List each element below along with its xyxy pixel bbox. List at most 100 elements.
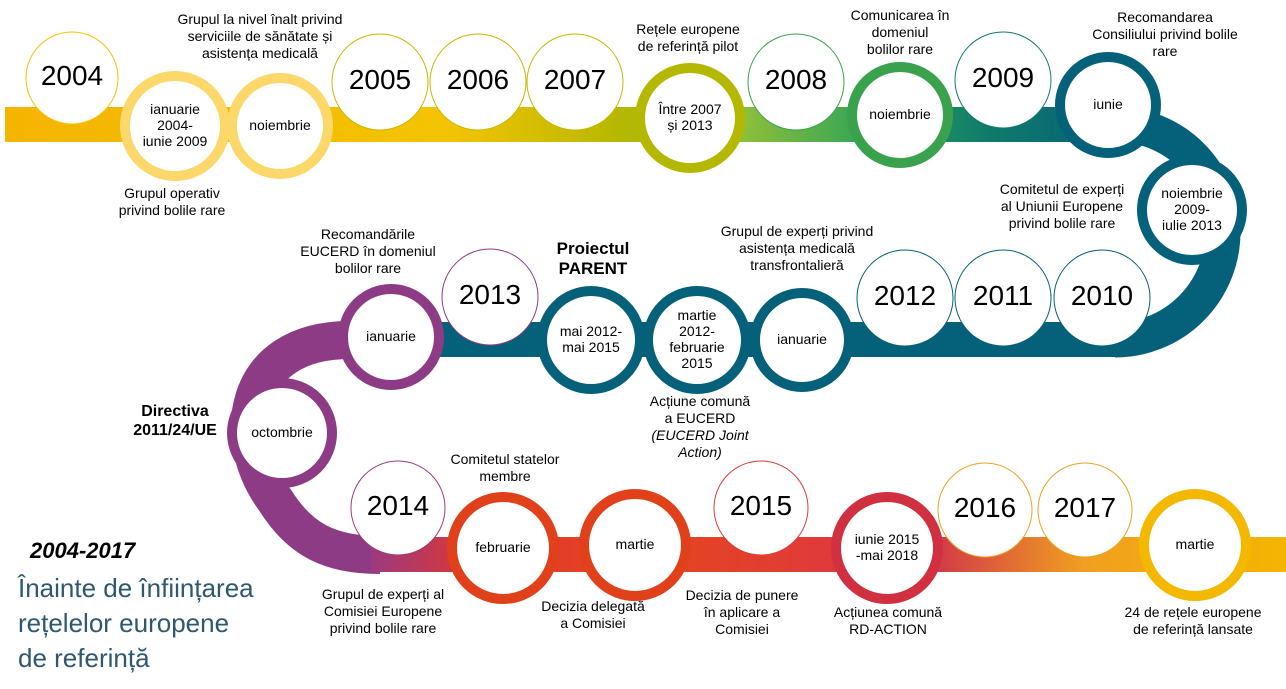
node-label-line: ianuarie bbox=[150, 101, 200, 117]
node-label-line: 2007 bbox=[544, 64, 606, 95]
caption-line: Directiva bbox=[141, 403, 209, 420]
timeline-node: 2011 bbox=[954, 249, 1052, 347]
caption: Rețele europene de referință pilot bbox=[636, 21, 740, 54]
caption-line: Comunicarea în bbox=[851, 7, 950, 23]
caption-line: privind bolile rare bbox=[330, 620, 437, 636]
timeline-node: iunie 2015 -mai 2018 bbox=[831, 492, 943, 604]
node-circle bbox=[954, 31, 1052, 129]
timeline-node: 2006 bbox=[429, 33, 527, 131]
node-label: februarie bbox=[475, 539, 530, 555]
node-label-line: mai 2015 bbox=[562, 339, 620, 355]
node-label: martie bbox=[1176, 536, 1215, 552]
node-circle bbox=[338, 284, 444, 390]
title-line: rețelelor europene bbox=[18, 608, 229, 638]
timeline-node: 2013 bbox=[441, 248, 539, 346]
node-label-line: 2015 bbox=[681, 355, 712, 371]
timeline-node: iunie bbox=[1055, 52, 1161, 158]
caption-line: rare bbox=[1153, 43, 1178, 59]
node-circle bbox=[643, 286, 751, 394]
node-label-line: 2006 bbox=[447, 64, 509, 95]
node-label-line: ianuarie bbox=[366, 328, 416, 344]
node-label-line: 2004 bbox=[41, 60, 103, 91]
caption-line: Recomandarea bbox=[1117, 9, 1213, 25]
node-label-line: 2004- bbox=[157, 117, 193, 133]
node-label-line: 2012 bbox=[874, 280, 936, 311]
node-label: ianuarie bbox=[366, 328, 416, 344]
node-label: 2005 bbox=[349, 64, 411, 95]
caption: Proiectul PARENT bbox=[557, 239, 630, 278]
node-label: mai 2012-mai 2015 bbox=[560, 323, 623, 355]
node-label-line: 2016 bbox=[954, 492, 1016, 523]
caption: Acțiunea comună RD-ACTION bbox=[834, 604, 942, 637]
caption-line: RD-ACTION bbox=[849, 621, 927, 637]
caption: 24 de rețele europene de referință lansat… bbox=[1125, 604, 1262, 637]
node-label-line: 2008 bbox=[765, 64, 827, 95]
caption: Comitetul de experți al Uniunii Europene p… bbox=[1000, 181, 1125, 231]
node-label-line: 2009 bbox=[972, 62, 1034, 93]
node-label-line: martie bbox=[616, 536, 655, 552]
timeline-node: martie bbox=[579, 489, 691, 601]
node-label: 2017 bbox=[1054, 492, 1116, 523]
caption-line: Recomandările bbox=[321, 226, 415, 242]
node-circle bbox=[579, 489, 691, 601]
caption-line: a EUCERD bbox=[665, 410, 736, 426]
timeline-node: martie 2012-februarie 2015 bbox=[643, 286, 751, 394]
timeline-node: 2008 bbox=[747, 33, 845, 131]
timeline-node: noiembrie bbox=[227, 73, 333, 179]
caption-line: Decizia de punere bbox=[686, 587, 799, 603]
node-label-line: iunie 2009 bbox=[143, 133, 208, 149]
node-circle bbox=[350, 460, 446, 556]
caption-line: 2011/24/UE bbox=[133, 422, 217, 439]
node-label-line: noiembrie bbox=[869, 106, 931, 122]
node-label: noiembrie bbox=[249, 117, 311, 133]
title-line: Înainte de înființarea bbox=[17, 573, 254, 603]
node-circle bbox=[227, 73, 333, 179]
node-label: 2013 bbox=[459, 279, 521, 310]
node-circle bbox=[447, 492, 559, 604]
caption-line: Rețele europene bbox=[636, 21, 740, 37]
node-label: martie bbox=[616, 536, 655, 552]
caption-line: (EUCERD Joint bbox=[651, 427, 749, 443]
node-label-line: 2012- bbox=[679, 323, 715, 339]
caption-line: în aplicare a bbox=[703, 604, 780, 620]
node-circle bbox=[227, 378, 337, 488]
caption-line: serviciile de sănătate și bbox=[188, 28, 333, 44]
node-label-line: iunie bbox=[1093, 96, 1123, 112]
node-circle bbox=[856, 249, 954, 347]
caption: Grupul de experți al Comisiei Europene pri… bbox=[322, 586, 444, 636]
node-label-line: octombrie bbox=[251, 424, 313, 440]
caption: Comunicarea în domeniul bolilor rare bbox=[851, 7, 950, 57]
node-label: noiembrie 2009-iulie 2013 bbox=[1161, 185, 1223, 233]
node-label: 2009 bbox=[972, 62, 1034, 93]
node-circle bbox=[120, 71, 230, 181]
node-label-line: Între 2007 bbox=[657, 101, 721, 117]
timeline-node: mai 2012-mai 2015 bbox=[537, 286, 645, 394]
node-label: 2006 bbox=[447, 64, 509, 95]
node-circle bbox=[537, 286, 645, 394]
caption-line: Grupul de experți al bbox=[322, 586, 444, 602]
caption: Recomandările EUCERD în domeniul bolilor r… bbox=[300, 226, 435, 276]
node-label-line: februarie bbox=[669, 339, 724, 355]
caption-line: Proiectul bbox=[557, 239, 630, 258]
timeline-node: 2007 bbox=[526, 33, 624, 131]
node-label: 2016 bbox=[954, 492, 1016, 523]
timeline-node: februarie bbox=[447, 492, 559, 604]
node-circle bbox=[1037, 462, 1133, 558]
caption-line: Grupul de experți privind bbox=[721, 223, 874, 239]
caption-line: Grupul operativ bbox=[124, 185, 220, 201]
node-label-line: 2015 bbox=[730, 490, 792, 521]
caption: Grupul de experți privind asistența medic… bbox=[721, 223, 874, 273]
caption-line: de referință pilot bbox=[638, 38, 739, 54]
node-label-line: -mai 2018 bbox=[856, 547, 918, 563]
timeline-node: ianuarie 2004-iunie 2009 bbox=[120, 71, 230, 181]
caption: Acțiune comună a EUCERD (EUCERD Joint Actio… bbox=[650, 393, 751, 460]
timeline-node: 2012 bbox=[856, 249, 954, 347]
node-label-line: martie bbox=[678, 307, 717, 323]
timeline-node: 2010 bbox=[1053, 249, 1151, 347]
timeline-node: 2004 bbox=[25, 31, 119, 125]
node-label-line: 2011 bbox=[973, 280, 1033, 311]
node-label-line: 2017 bbox=[1054, 492, 1116, 523]
node-circle bbox=[1055, 52, 1161, 158]
node-circle bbox=[750, 288, 854, 392]
